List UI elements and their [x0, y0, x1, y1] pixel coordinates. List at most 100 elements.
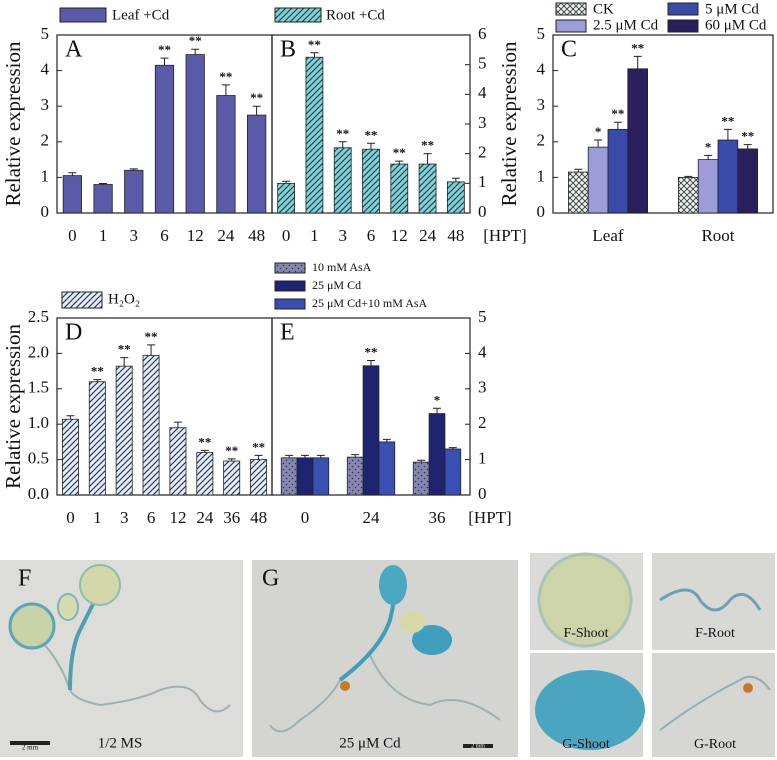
- x-tick-label: 0: [66, 508, 75, 527]
- y-tick-label: 2: [537, 131, 546, 150]
- y-tick-label: 1: [478, 449, 487, 468]
- bar: [124, 169, 144, 214]
- error-bar: [200, 449, 209, 453]
- bar: [61, 418, 79, 496]
- bar: [296, 457, 314, 496]
- y-tick-label: 0.0: [28, 484, 49, 503]
- error-bar: [723, 128, 732, 141]
- significance: **: [118, 342, 131, 357]
- bar: [185, 54, 205, 214]
- legend-label: 60 μM Cd: [705, 17, 767, 33]
- bar: [333, 147, 352, 214]
- y-tick-label: 0: [537, 202, 546, 221]
- error-bar: [613, 121, 622, 130]
- bar: [88, 381, 106, 496]
- error-bar: [129, 168, 138, 171]
- y-tick-label: 1: [478, 172, 487, 191]
- bar: [277, 182, 296, 214]
- y-tick-label: 5: [41, 24, 50, 43]
- y-tick-label: 4: [41, 60, 50, 79]
- bar: [154, 64, 175, 214]
- x-tick-label: 3: [130, 226, 139, 245]
- legend-label: 10 mM AsA: [312, 260, 372, 274]
- x-tick-label: Root: [701, 226, 734, 245]
- legend-swatch: [274, 280, 306, 292]
- bar: [362, 148, 380, 214]
- bar: [678, 176, 699, 214]
- y-tick-label: 3: [41, 95, 50, 114]
- x-tick-label: 12: [391, 226, 408, 245]
- significance: **: [365, 127, 378, 142]
- caption: 1/2 MS: [98, 735, 143, 751]
- crop-label: F-Root: [695, 626, 735, 641]
- bar: [444, 448, 462, 496]
- legend-swatch: [667, 19, 699, 33]
- bar: [312, 457, 330, 496]
- legend-swatch: [274, 7, 322, 23]
- significance: **: [631, 40, 644, 55]
- caption: 25 μM Cd: [339, 735, 401, 751]
- scale-bar-label: 2 mm: [22, 744, 39, 752]
- y-tick-label: 4: [537, 60, 546, 79]
- error-bar: [316, 454, 325, 458]
- y-tick-label: 1.0: [28, 413, 49, 432]
- y-tick-label: 3: [478, 113, 487, 132]
- legend-swatch: [274, 262, 306, 274]
- y-axis-label: Relative expression: [1, 323, 25, 489]
- x-tick-label: 48: [250, 508, 267, 527]
- bar: [62, 175, 82, 214]
- y-tick-label: 1: [537, 166, 546, 185]
- y-tick-label: 1.5: [28, 378, 49, 397]
- x-tick-label: 0: [282, 226, 291, 245]
- x-tick-label: 1: [310, 226, 319, 245]
- x-tick-label: 36: [223, 508, 240, 527]
- error-bar: [254, 454, 263, 460]
- legend-label: H₂O₂: [108, 291, 140, 307]
- significance: **: [741, 129, 754, 144]
- y-tick-label: 1: [41, 166, 50, 185]
- x-tick-label: 3: [120, 508, 129, 527]
- x-tick-label: 0: [301, 508, 310, 527]
- x-tick-label: 0: [68, 226, 77, 245]
- y-tick-label: 2: [478, 143, 487, 162]
- y-axis-label: Relative expression: [1, 41, 25, 207]
- crop-label: G-Root: [694, 737, 736, 752]
- error-bar: [367, 359, 375, 366]
- x-tick-label: 24: [363, 508, 381, 527]
- panel-label: A: [65, 37, 83, 63]
- y-tick-label: 0: [478, 484, 487, 503]
- y-tick-label: 2: [41, 131, 50, 150]
- bar: [250, 459, 268, 496]
- bar: [717, 139, 739, 214]
- y-tick-label: 0: [478, 202, 487, 221]
- y-tick-label: 0.5: [28, 449, 49, 468]
- error-bar: [351, 454, 360, 458]
- bar: [568, 171, 589, 214]
- panel-label: D: [65, 320, 82, 346]
- error-bar: [227, 458, 236, 462]
- y-tick-label: 3: [478, 378, 487, 397]
- error-bar: [68, 172, 77, 176]
- bar: [607, 128, 629, 214]
- error-bar: [282, 180, 291, 184]
- error-bar: [684, 175, 693, 178]
- bar: [196, 452, 214, 496]
- significance: **: [91, 364, 104, 379]
- error-bar: [147, 344, 156, 356]
- y-tick-label: 2: [478, 413, 487, 432]
- bar: [697, 159, 719, 214]
- error-bar: [160, 57, 169, 66]
- bar: [142, 355, 160, 496]
- bar: [412, 461, 430, 496]
- y-tick-label: 3: [537, 95, 546, 114]
- error-bar: [423, 153, 432, 165]
- error-bar: [574, 168, 583, 173]
- significance: **: [189, 33, 202, 48]
- error-bar: [395, 160, 404, 165]
- significance: **: [308, 37, 321, 52]
- y-tick-label: 0: [41, 202, 50, 221]
- bar: [216, 95, 236, 214]
- error-bar: [310, 52, 319, 58]
- x-tick-label: Leaf: [592, 226, 623, 245]
